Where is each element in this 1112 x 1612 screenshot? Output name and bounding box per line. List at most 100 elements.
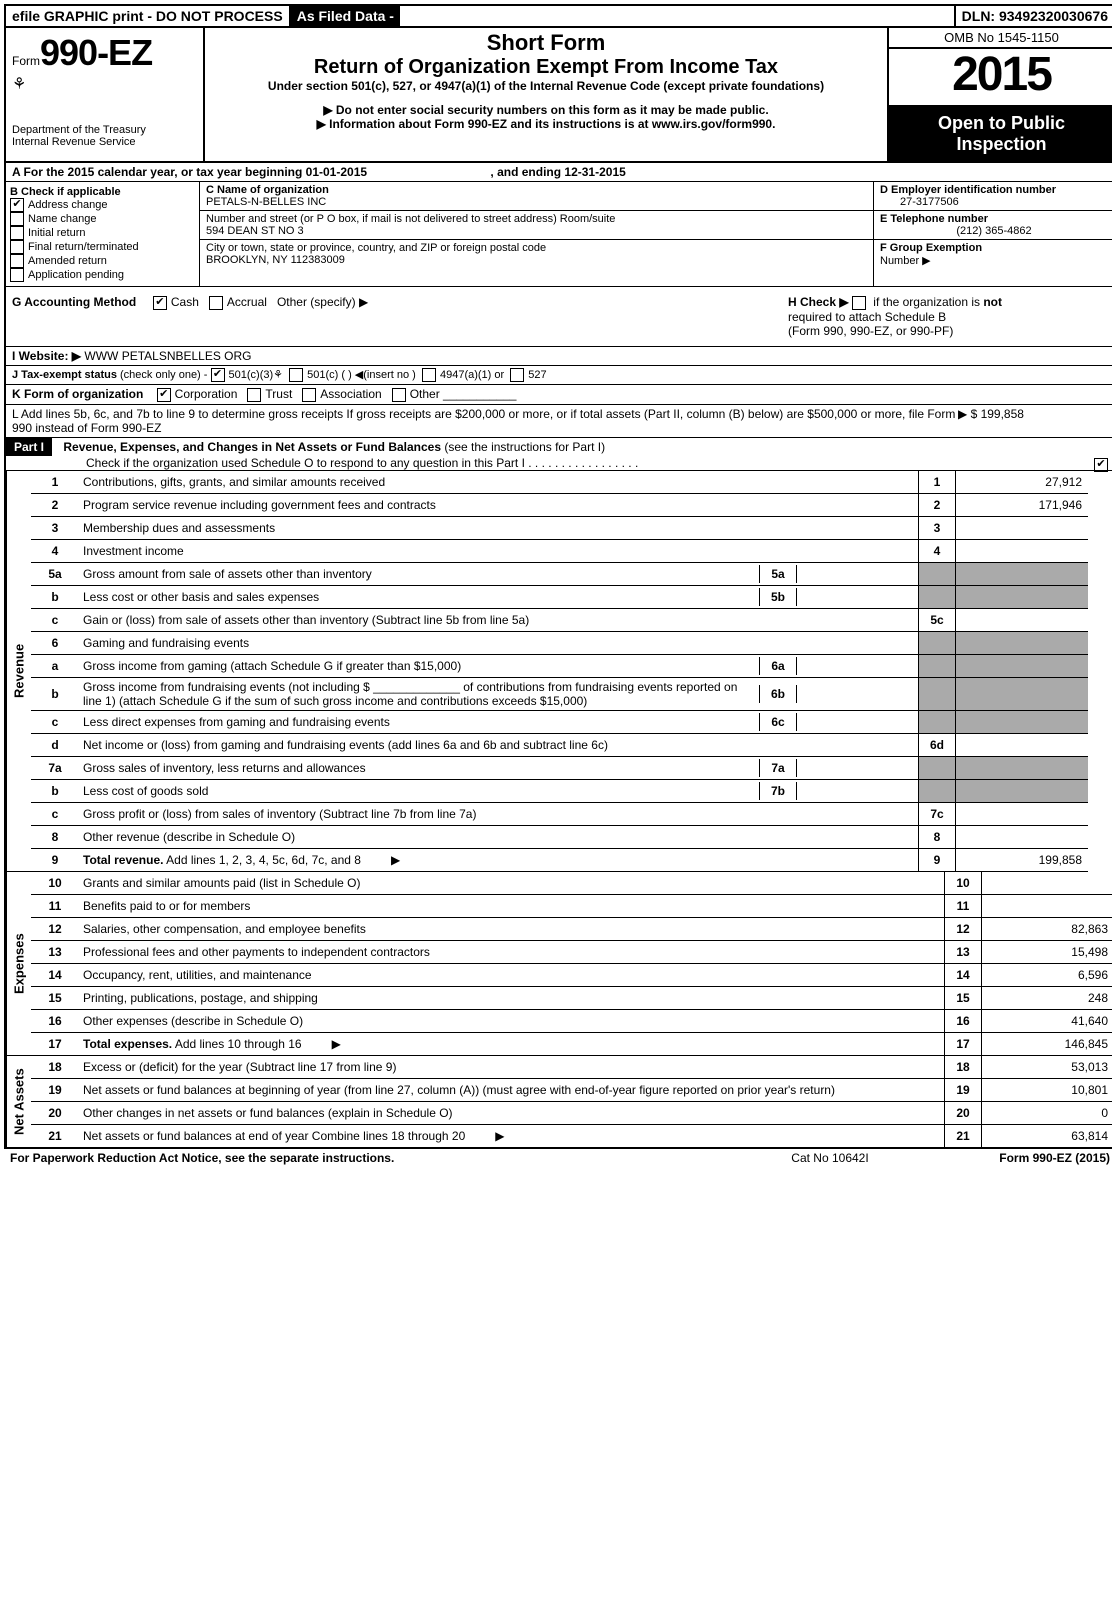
checkbox-accrual[interactable]: [209, 296, 223, 310]
netassets-side-label: Net Assets: [6, 1056, 31, 1147]
line-4-value: [956, 540, 1088, 562]
revenue-side-label: Revenue: [6, 471, 31, 871]
checkbox-assoc[interactable]: [302, 388, 316, 402]
form-title: Return of Organization Exempt From Incom…: [211, 56, 881, 79]
line-7c-value: [956, 803, 1088, 825]
warning-ssn: ▶ Do not enter social security numbers o…: [211, 103, 881, 117]
gross-receipts: ▶ $ 199,858: [958, 407, 1108, 435]
form-number: 990-EZ: [40, 32, 152, 73]
section-b: B Check if applicable ✔Address changeNam…: [6, 182, 200, 286]
checkbox-b-3[interactable]: [10, 240, 24, 254]
line-row: 16Other expenses (describe in Schedule O…: [31, 1010, 1112, 1033]
checkbox-other[interactable]: [392, 388, 406, 402]
checkbox-501c[interactable]: [289, 368, 303, 382]
open-public: Open to Public Inspection: [889, 107, 1112, 161]
line-row: bGross income from fundraising events (n…: [31, 678, 1088, 711]
section-def: D Employer identification number27-31775…: [874, 182, 1112, 286]
section-k: K Form of organization ✔Corporation Trus…: [6, 385, 1112, 405]
line-19-value: 10,801: [982, 1079, 1112, 1101]
line-row: 5aGross amount from sale of assets other…: [31, 563, 1088, 586]
line-row: 2Program service revenue including gover…: [31, 494, 1088, 517]
revenue-section: Revenue 1Contributions, gifts, grants, a…: [6, 471, 1088, 872]
line-row: 8Other revenue (describe in Schedule O)8: [31, 826, 1088, 849]
topbar-dln: DLN: 93492320030676: [954, 6, 1112, 26]
tax-year: 2015: [889, 49, 1112, 107]
line-row: cGross profit or (loss) from sales of in…: [31, 803, 1088, 826]
line-9-value: 199,858: [956, 849, 1088, 871]
line-row: bLess cost or other basis and sales expe…: [31, 586, 1088, 609]
line-18-value: 53,013: [982, 1056, 1112, 1078]
part-1-header: Part I Revenue, Expenses, and Changes in…: [6, 438, 1112, 471]
line-row: 19Net assets or fund balances at beginni…: [31, 1079, 1112, 1102]
line-16-value: 41,640: [982, 1010, 1112, 1032]
section-c: C Name of organizationPETALS-N-BELLES IN…: [200, 182, 874, 286]
checkbox-501c3[interactable]: ✔: [211, 368, 225, 382]
org-name: PETALS-N-BELLES INC: [206, 196, 326, 208]
section-gh: G Accounting Method ✔Cash Accrual Other …: [6, 287, 1112, 347]
line-row: 17Total expenses. Add lines 10 through 1…: [31, 1033, 1112, 1055]
org-street: 594 DEAN ST NO 3: [206, 225, 304, 237]
line-row: dNet income or (loss) from gaming and fu…: [31, 734, 1088, 757]
line-row: cLess direct expenses from gaming and fu…: [31, 711, 1088, 734]
line-row: 18Excess or (deficit) for the year (Subt…: [31, 1056, 1112, 1079]
expenses-section: Expenses 10Grants and similar amounts pa…: [6, 872, 1112, 1056]
line-row: bLess cost of goods sold7b: [31, 780, 1088, 803]
footer: For Paperwork Reduction Act Notice, see …: [4, 1149, 1112, 1167]
line-8-value: [956, 826, 1088, 848]
line-row: 4Investment income4: [31, 540, 1088, 563]
footer-cat: Cat No 10642I: [730, 1151, 930, 1165]
dept-treasury: Department of the Treasury: [12, 124, 197, 136]
footer-form: Form 990-EZ (2015): [930, 1151, 1110, 1165]
line-row: 1Contributions, gifts, grants, and simil…: [31, 471, 1088, 494]
line-5c-value: [956, 609, 1088, 631]
line-17-value: 146,845: [982, 1033, 1112, 1055]
section-i: I Website: ▶ WWW PETALSNBELLES ORG: [6, 347, 1112, 366]
line-row: cGain or (loss) from sale of assets othe…: [31, 609, 1088, 632]
line-1-value: 27,912: [956, 471, 1088, 493]
line-row: aGross income from gaming (attach Schedu…: [31, 655, 1088, 678]
telephone: (212) 365-4862: [880, 225, 1108, 237]
line-row: 21Net assets or fund balances at end of …: [31, 1125, 1112, 1147]
expenses-side-label: Expenses: [6, 872, 31, 1055]
section-l: L Add lines 5b, 6c, and 7b to line 9 to …: [6, 405, 1112, 438]
form-subtitle: Under section 501(c), 527, or 4947(a)(1)…: [211, 79, 881, 93]
form-prefix: Form: [12, 54, 40, 68]
line-row: 10Grants and similar amounts paid (list …: [31, 872, 1112, 895]
dept-irs: Internal Revenue Service: [12, 136, 197, 148]
info-link-line: ▶ Information about Form 990-EZ and its …: [211, 117, 881, 131]
line-row: 15Printing, publications, postage, and s…: [31, 987, 1112, 1010]
section-a-row: A For the 2015 calendar year, or tax yea…: [6, 163, 1112, 182]
checkbox-b-0[interactable]: ✔: [10, 198, 24, 212]
checkbox-b-2[interactable]: [10, 226, 24, 240]
checkbox-trust[interactable]: [247, 388, 261, 402]
checkbox-b-5[interactable]: [10, 268, 24, 282]
form-header: Form990-EZ ⚘ Department of the Treasury …: [6, 28, 1112, 163]
irs-link[interactable]: www.irs.gov/form990: [652, 117, 772, 131]
topbar-left: efile GRAPHIC print - DO NOT PROCESS: [6, 6, 291, 26]
ein: 27-3177506: [900, 196, 959, 208]
checkbox-4947[interactable]: [422, 368, 436, 382]
line-3-value: [956, 517, 1088, 539]
website: WWW PETALSNBELLES ORG: [84, 349, 251, 363]
checkbox-b-4[interactable]: [10, 254, 24, 268]
section-bcdef: B Check if applicable ✔Address changeNam…: [6, 182, 1112, 287]
topbar-mid: As Filed Data -: [291, 6, 400, 26]
line-10-value: [982, 872, 1112, 894]
line-14-value: 6,596: [982, 964, 1112, 986]
checkbox-sched-b[interactable]: [852, 296, 866, 310]
line-row: 3Membership dues and assessments3: [31, 517, 1088, 540]
line-6d-value: [956, 734, 1088, 756]
section-j: J Tax-exempt status (check only one) - ✔…: [6, 366, 1112, 385]
line-2-value: 171,946: [956, 494, 1088, 516]
line-13-value: 15,498: [982, 941, 1112, 963]
checkbox-b-1[interactable]: [10, 212, 24, 226]
checkbox-corp[interactable]: ✔: [157, 388, 171, 402]
line-row: 7aGross sales of inventory, less returns…: [31, 757, 1088, 780]
checkbox-527[interactable]: [510, 368, 524, 382]
checkbox-schedule-o[interactable]: ✔: [1094, 458, 1108, 472]
line-row: 11Benefits paid to or for members11: [31, 895, 1112, 918]
checkbox-cash[interactable]: ✔: [153, 296, 167, 310]
line-21-value: 63,814: [982, 1125, 1112, 1147]
omb-number: OMB No 1545-1150: [889, 28, 1112, 49]
short-form-label: Short Form: [211, 30, 881, 56]
